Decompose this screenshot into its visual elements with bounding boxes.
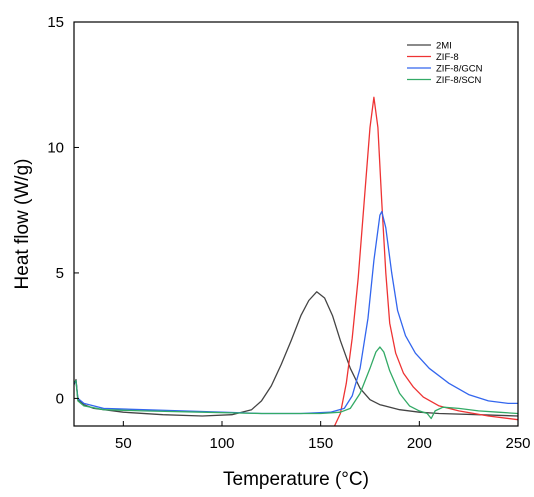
x-tick-label: 250 [505, 435, 530, 452]
series-layer [74, 96, 518, 426]
x-tick-label: 50 [115, 435, 132, 452]
y-tick-label: 0 [56, 390, 64, 407]
legend-label: ZIF-8/SCN [436, 75, 482, 86]
y-tick-label: 5 [56, 265, 64, 282]
series-line-zif-8-scn [74, 346, 518, 420]
x-tick-label: 200 [407, 435, 432, 452]
legend-label: ZIF-8 [436, 52, 459, 63]
y-axis-ticks: 0 5 10 15 [47, 14, 79, 407]
y-tick-label: 10 [47, 139, 64, 156]
series-line-2mi [74, 291, 518, 417]
legend-label: 2MI [436, 41, 452, 52]
legend-label: ZIF-8/GCN [436, 64, 483, 75]
x-axis-title: Temperature (°C) [223, 469, 369, 490]
x-axis-ticks: 50 100 150 200 250 [115, 421, 531, 452]
y-tick-label: 15 [47, 14, 64, 31]
series-line-zif-8-gcn [74, 210, 518, 415]
y-axis-title: Heat flow (W/g) [12, 159, 33, 290]
x-tick-label: 100 [209, 435, 234, 452]
series-line-zif-8 [333, 96, 518, 426]
plot-frame [73, 21, 519, 427]
x-tick-label: 150 [308, 435, 333, 452]
